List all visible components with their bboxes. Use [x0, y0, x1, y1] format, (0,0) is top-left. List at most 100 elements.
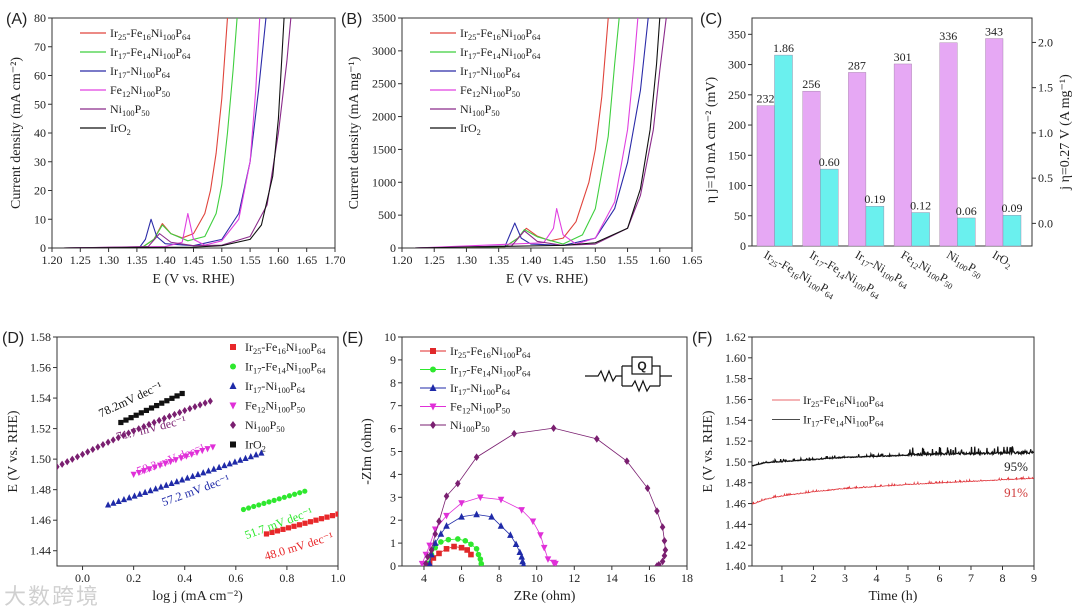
- diamond-marker: [156, 416, 162, 425]
- square-marker: [436, 550, 442, 557]
- series-line-4: [414, 18, 667, 248]
- diamond-marker: [171, 410, 178, 419]
- triangle-down-marker: [518, 507, 525, 514]
- tafel-slope-label: 58.3 mV dec⁻¹: [135, 440, 207, 478]
- x-tick-label: 0.4: [177, 571, 192, 585]
- triangle-down-marker: [183, 453, 190, 460]
- y-tick-label: 1.56: [30, 361, 51, 375]
- diamond-marker: [64, 458, 70, 466]
- x-category-label: Ir25-Fe16Ni100P64: [761, 247, 839, 301]
- triangle-up-marker: [237, 456, 244, 463]
- plot-frame: [401, 17, 693, 249]
- series-line-1: [752, 446, 1034, 467]
- x-tick-label: 1.40: [520, 253, 541, 267]
- triangle-down-marker: [130, 471, 137, 478]
- triangle-up-marker: [512, 540, 520, 548]
- y-tick-label-left: 300: [728, 58, 746, 72]
- y-tick-label: 9: [390, 353, 396, 367]
- circle-marker: [468, 541, 474, 548]
- retention-label: 91%: [1004, 485, 1028, 500]
- diamond-marker: [454, 479, 461, 488]
- legend-entry: Ni100P50: [245, 418, 285, 434]
- x-tick-label: 7: [968, 571, 974, 585]
- x-category-label: Ir17-Fe14Ni100P64: [806, 247, 884, 301]
- legend-entry: Ir25-Fe16Ni100P64: [245, 340, 326, 356]
- x-tick-label: 12: [568, 571, 580, 585]
- panel-f-axes: 1 2 3 4 5 6 7 8 9 1.40 1.42 1.44 1.46 1.48 1.50 1.52 1.5…: [725, 330, 1037, 585]
- bar-mass-activity: [957, 217, 976, 247]
- panel-b-axes: 1.20 1.25 1.30 1.35 1.40 1.45 1.50 1.55 1.60 1.65…: [372, 11, 703, 267]
- x-tick-label: 0.2: [126, 571, 141, 585]
- x-tick-label: 1.60: [268, 253, 289, 267]
- triangle-up-marker: [104, 501, 112, 508]
- bar-overpotential: [985, 38, 1004, 247]
- y-axis-label: -ZIm (ohm): [360, 418, 375, 485]
- triangle-up-marker: [429, 384, 437, 391]
- y-tick-label: 5: [390, 445, 396, 459]
- triangle-up-marker: [516, 548, 524, 556]
- diamond-marker: [100, 441, 106, 449]
- x-tick-label: 1.45: [553, 253, 574, 267]
- x-tick-label: 3: [842, 571, 848, 585]
- y-tick-label: 0: [390, 241, 396, 255]
- panel-label: (D): [2, 330, 24, 347]
- diamond-marker: [85, 448, 91, 456]
- panel-label: (A): [6, 11, 27, 28]
- diamond-marker: [74, 453, 81, 461]
- x-tick-label: 1.45: [183, 253, 204, 267]
- circle-marker: [430, 366, 436, 373]
- square-marker: [324, 514, 330, 520]
- square-marker: [230, 344, 236, 350]
- square-marker: [280, 526, 286, 532]
- x-axis-label: E (V vs. RHE): [506, 272, 589, 287]
- triangle-down-marker: [426, 542, 433, 550]
- x-tick-label: 8: [496, 571, 502, 585]
- circle-marker: [266, 499, 272, 505]
- equivalent-circuit-icon: [585, 356, 672, 393]
- circle-marker: [281, 494, 287, 500]
- square-marker: [451, 543, 457, 550]
- triangle-up-marker: [120, 495, 128, 503]
- circle-marker: [245, 505, 252, 511]
- bar-value-label: 1.86: [773, 41, 794, 55]
- triangle-up-marker: [229, 382, 237, 389]
- y-tick-label-left: 100: [728, 179, 746, 193]
- y-tick-label: 70: [34, 40, 46, 54]
- legend-entry: IrO2: [110, 121, 131, 137]
- bar-mass-activity: [1002, 215, 1022, 247]
- square-marker: [313, 517, 319, 523]
- diamond-marker: [654, 562, 660, 566]
- y-tick-label-left: 0: [740, 239, 746, 253]
- square-marker: [174, 393, 180, 399]
- y-tick-label: 8: [390, 376, 396, 390]
- bar-value-label: 0.19: [864, 192, 885, 206]
- series-line-1: [63, 18, 238, 248]
- square-marker: [143, 407, 150, 414]
- x-tick-label: 1.25: [70, 253, 91, 267]
- circle-marker: [251, 503, 257, 510]
- bar-overpotential: [893, 63, 912, 247]
- x-tick-label: 1.50: [211, 253, 232, 267]
- square-marker: [430, 348, 436, 354]
- circle-marker: [438, 539, 444, 545]
- diamond-marker: [115, 434, 121, 442]
- y-tick-label: 80: [34, 11, 46, 25]
- diamond-marker: [624, 457, 630, 465]
- y-tick-label: 1.44: [30, 544, 51, 558]
- panel-label: (B): [341, 11, 362, 28]
- triangle-up-marker: [428, 550, 435, 558]
- diamond-marker: [197, 401, 203, 409]
- triangle-down-marker: [193, 449, 201, 457]
- x-tick-label: 8: [999, 571, 1005, 585]
- triangle-up-marker: [184, 474, 191, 481]
- legend-entry: Ir25-Fe16Ni100P64: [460, 26, 541, 42]
- square-marker: [285, 525, 292, 531]
- y-tick-label-left: 350: [728, 27, 746, 41]
- y-tick-label: 1.46: [725, 497, 746, 511]
- triangle-down-marker: [135, 469, 143, 477]
- y-tick-label-right: 1.0: [1038, 126, 1053, 140]
- y-tick-label: 0: [390, 559, 396, 573]
- triangle-up-marker: [426, 559, 433, 566]
- y-tick-label: 3500: [372, 11, 396, 25]
